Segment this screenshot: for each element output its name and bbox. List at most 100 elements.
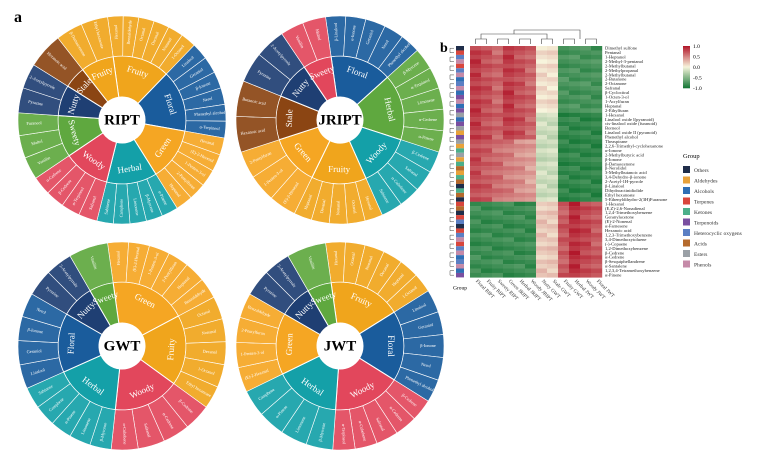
- row-group-cell: [456, 139, 464, 144]
- heatmap-cell: [547, 152, 559, 158]
- wheel-compound-label: β-Ionone: [195, 80, 211, 91]
- heatmap-cell: [547, 135, 559, 140]
- flavor-wheel-jwt: Hexanal Octanal Nonanal DecanalHeptanal1-Oc…: [235, 241, 445, 451]
- row-label: β-Damascenone: [605, 161, 635, 166]
- row-label: 5-Ethenyldihydro-2(3H)Furanone: [605, 197, 667, 202]
- heatmap-cell: [536, 68, 548, 73]
- heatmap-cell: [536, 219, 548, 225]
- row-group-cell: [456, 117, 464, 122]
- heatmap-cell: [503, 183, 515, 189]
- heatmap-cell: [481, 81, 493, 87]
- heatmap-cell: [470, 201, 482, 207]
- heatmap-cell: [536, 210, 548, 216]
- wheel-compound-label: Hexanoic acid: [240, 127, 266, 136]
- heatmap-cell: [503, 117, 515, 122]
- heatmap-cell: [514, 130, 526, 136]
- heatmap-cell: [536, 54, 548, 60]
- heatmap-cell: [547, 175, 559, 180]
- color-scale-step: [683, 50, 690, 52]
- heatmap-cell: [569, 59, 581, 64]
- heatmap-cell: [481, 250, 493, 256]
- heatmap-cell: [580, 63, 592, 69]
- heatmap-cell: [470, 81, 482, 87]
- heatmap-cell: [591, 264, 603, 269]
- heatmap-cell: [558, 250, 570, 256]
- heatmap-cell: [580, 54, 592, 60]
- heatmap-cell: [580, 94, 592, 100]
- heatmap-cell: [580, 86, 592, 91]
- row-label: β-Ionone: [605, 157, 622, 162]
- heatmap-cell: [558, 219, 570, 225]
- heatmap-cell: [536, 166, 548, 171]
- heatmap-cell: [525, 264, 537, 269]
- heatmap-cell: [492, 94, 504, 100]
- row-group-cell: [456, 135, 464, 140]
- heatmap-cell: [525, 54, 537, 60]
- heatmap-cell: [470, 197, 482, 202]
- row-group-cell: [456, 46, 464, 51]
- heatmap-cell: [525, 139, 537, 145]
- heatmap-cell: [525, 77, 537, 82]
- heatmap-cell: [591, 215, 603, 220]
- heatmap-cell: [514, 264, 526, 269]
- heatmap-cell: [569, 117, 581, 122]
- color-scale-step: [683, 47, 690, 49]
- heatmap-cell: [558, 143, 570, 149]
- heatmap-cell: [591, 152, 603, 158]
- heatmap-cell: [569, 157, 581, 162]
- heatmap-cell: [503, 166, 515, 171]
- heatmap-cell: [536, 135, 548, 140]
- wheel-compound-label: Camphene: [119, 199, 124, 217]
- heatmap-cell: [591, 121, 603, 127]
- heatmap-cell: [547, 201, 559, 207]
- heatmap-cell: [492, 170, 504, 176]
- wheel-category-label: Floral: [66, 332, 77, 354]
- color-scale-step: [683, 67, 690, 69]
- heatmap-cell: [536, 81, 548, 87]
- heatmap-cell: [503, 112, 515, 118]
- heatmap-cell: [536, 72, 548, 78]
- heatmap-cell: [558, 197, 570, 202]
- heatmap-cell: [591, 157, 603, 162]
- heatmap-cell: [547, 143, 559, 149]
- heatmap-cell: [547, 210, 559, 216]
- heatmap-cell: [580, 139, 592, 145]
- heatmap-cell: [503, 268, 515, 274]
- heatmap-cell: [536, 232, 548, 238]
- heatmap-cell: [580, 232, 592, 238]
- heatmap-cell: [503, 139, 515, 145]
- heatmap-cell: [503, 210, 515, 216]
- heatmap-cell: [492, 130, 504, 136]
- heatmap-cell: [569, 219, 581, 225]
- heatmap-cell: [481, 139, 493, 145]
- row-label: 2,2,6-Trimethyl-cyclohexanone: [605, 143, 663, 149]
- heatmap-cell: [591, 268, 603, 274]
- heatmap-cell: [503, 63, 515, 69]
- heatmap-cell: [503, 148, 515, 153]
- heatmap-cell: [569, 126, 581, 131]
- heatmap-cell: [536, 126, 548, 131]
- heatmap-cell: [470, 103, 482, 109]
- dendrogram-branch: [541, 38, 553, 44]
- heatmap-cell: [492, 81, 504, 87]
- heatmap-cell: [558, 72, 570, 78]
- heatmap-cell: [591, 206, 603, 211]
- heatmap-cell: [569, 232, 581, 238]
- dendrogram-branch: [449, 190, 454, 196]
- heatmap-cell: [470, 183, 482, 189]
- color-scale-step: [683, 62, 690, 65]
- heatmap-cell: [536, 139, 548, 145]
- heatmap-cell: [580, 46, 592, 51]
- heatmap-cell: [580, 268, 592, 274]
- color-scale-label: 1.0: [693, 44, 700, 50]
- heatmap-cell: [558, 81, 570, 87]
- row-label: (-)-Copaene: [605, 241, 627, 246]
- legend-item-label: Aldehydes: [694, 179, 718, 185]
- color-scale-step: [683, 52, 690, 54]
- heatmap-cell: [503, 188, 515, 194]
- row-group-cell: [456, 166, 464, 171]
- row-label: β-Nerolidol: [605, 166, 627, 171]
- heatmap-cell: [481, 152, 493, 158]
- heatmap-cell: [525, 170, 537, 176]
- heatmap-cell: [503, 157, 515, 162]
